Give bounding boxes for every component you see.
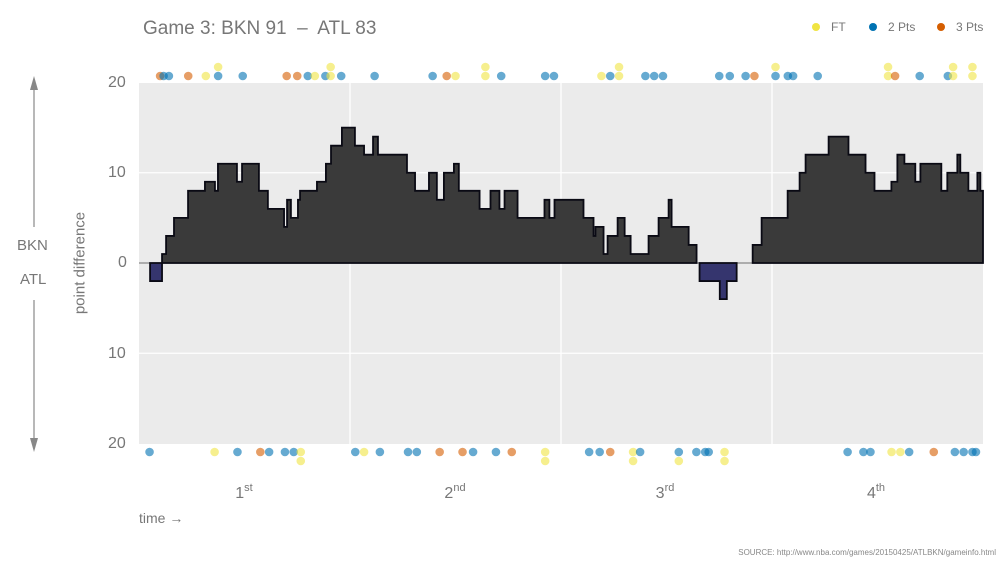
quarter-label-2: 2nd: [444, 482, 466, 502]
arrow-down-icon: [30, 438, 38, 452]
legend-item-3pts: 3 Pts: [937, 20, 983, 34]
quarter-label-3: 3rd: [655, 482, 675, 502]
atl-label: ATL: [20, 271, 47, 288]
y-axis-label: point difference: [71, 211, 89, 315]
2pts-dot-icon: [869, 23, 877, 31]
y-tick: 10: [108, 345, 126, 362]
y-tick: 0: [118, 254, 127, 271]
x-axis-label: time →: [139, 510, 184, 526]
legend-item-2pts: 2 Pts: [869, 20, 915, 34]
chart-title: Game 3: BKN 91 – ATL 83: [143, 18, 377, 39]
bkn-label: BKN: [17, 237, 48, 254]
3pts-dot-icon: [937, 23, 945, 31]
y-tick: 10: [108, 164, 126, 181]
legend-item-ft: FT: [812, 20, 846, 34]
arrow-up-icon: [30, 76, 38, 90]
margin-area: [149, 126, 984, 300]
y-tick: 20: [108, 74, 126, 91]
y-tick: 20: [108, 435, 126, 452]
legend-label-3pts: 3 Pts: [956, 20, 984, 34]
quarter-label-1: 1st: [235, 482, 253, 502]
scoring-dots: [145, 62, 981, 466]
team-direction-arrows: [30, 76, 38, 452]
legend-label-2pts: 2 Pts: [888, 20, 916, 34]
source-note: SOURCE: http://www.nba.com/games/2015042…: [738, 548, 996, 557]
ft-dot-icon: [812, 23, 820, 31]
legend-label-ft: FT: [831, 20, 846, 34]
quarter-label-4: 4th: [866, 482, 886, 502]
